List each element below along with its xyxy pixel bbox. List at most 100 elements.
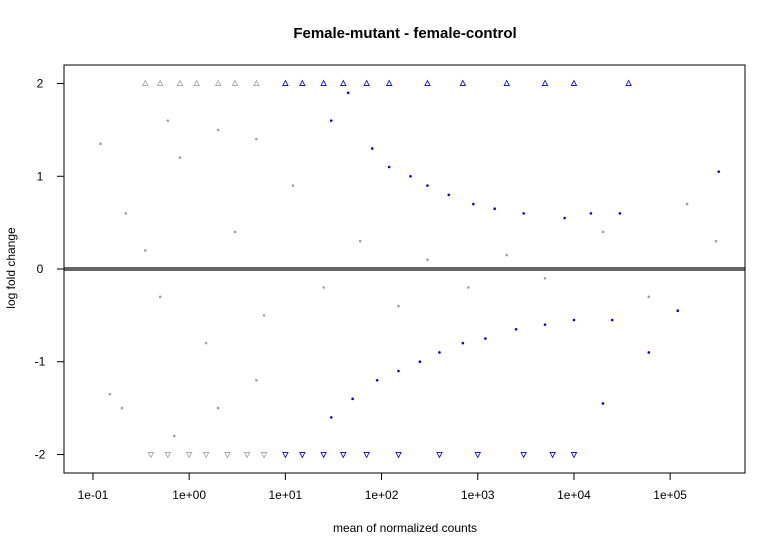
clipped-point-down	[436, 452, 443, 459]
clipped-point-up	[231, 79, 239, 86]
data-point	[409, 174, 412, 178]
data-point	[522, 212, 525, 215]
y-axis: -2 -1 0 1 2	[35, 77, 65, 461]
data-point	[329, 119, 333, 122]
y-tick-label: -2	[35, 447, 46, 461]
y-tick-label: 0	[37, 262, 44, 276]
data-point	[618, 212, 622, 215]
clipped-point-down	[282, 452, 289, 459]
clipped-point-up	[424, 79, 431, 86]
clipped-point-up	[503, 79, 510, 86]
data-point	[589, 212, 593, 215]
y-axis-label: log fold change	[4, 227, 18, 309]
data-point	[447, 193, 451, 197]
clipped-point-up	[541, 79, 549, 86]
clipped-point-down	[474, 452, 482, 459]
clipped-point-down	[202, 452, 210, 459]
data-point	[255, 137, 258, 141]
data-point	[124, 212, 128, 215]
clipped-point-down	[164, 452, 172, 459]
data-point	[543, 276, 547, 280]
data-point	[172, 434, 176, 438]
clipped-point-down	[299, 452, 306, 459]
data-point	[166, 119, 170, 122]
x-tick-label: 1e+00	[172, 488, 206, 502]
clipped-point-down	[320, 452, 327, 459]
clipped-point-up	[142, 79, 149, 86]
clipped-point-up	[253, 79, 260, 86]
data-point	[610, 318, 614, 322]
data-point	[158, 295, 162, 299]
data-point	[572, 318, 576, 322]
data-point	[426, 184, 429, 187]
data-point	[426, 258, 429, 262]
x-tick-label: 1e+01	[269, 488, 303, 502]
data-point	[255, 378, 258, 382]
data-point	[178, 156, 182, 160]
clipped-point-down	[224, 452, 231, 459]
x-tick-label: 1e-01	[78, 488, 109, 502]
clipped-point-up	[214, 79, 222, 86]
data-point	[493, 207, 496, 211]
data-point	[601, 230, 605, 234]
data-point	[563, 216, 566, 220]
data-point	[461, 341, 465, 345]
data-point	[216, 406, 220, 410]
data-point	[262, 314, 266, 317]
data-point	[370, 147, 374, 150]
clipped-point-up	[625, 79, 632, 86]
clipped-point-down	[395, 452, 402, 459]
data-point	[676, 309, 680, 313]
data-point	[543, 323, 547, 326]
x-axis-label: mean of normalized counts	[333, 521, 477, 535]
clipped-point-up	[176, 79, 184, 86]
data-point	[120, 406, 124, 410]
data-point	[375, 378, 379, 382]
data-point	[647, 295, 651, 299]
data-point	[322, 286, 325, 289]
x-axis: 1e-01 1e+00 1e+01 1e+02 1e+03 1e+04 1e+05	[78, 472, 687, 502]
x-tick-label: 1e+03	[461, 488, 495, 502]
clipped-point-down	[340, 452, 347, 459]
clipped-point-up	[570, 79, 578, 86]
data-point	[647, 351, 651, 354]
data-point	[505, 253, 509, 257]
data-point	[204, 341, 208, 345]
clipped-point-down	[243, 452, 251, 459]
y-tick-label: -1	[35, 355, 46, 369]
clipped-point-down	[520, 452, 527, 459]
x-tick-label: 1e+05	[653, 488, 687, 502]
data-point	[397, 304, 400, 308]
chart-title: Female-mutant - female-control	[293, 25, 516, 42]
data-point	[514, 327, 518, 331]
clipped-point-down	[185, 452, 193, 459]
data-point	[418, 360, 422, 364]
clipped-point-up	[320, 79, 327, 86]
data-point	[143, 249, 147, 252]
data-point	[397, 369, 400, 373]
clipped-point-up	[282, 79, 289, 86]
data-point	[601, 402, 605, 405]
data-point	[329, 416, 333, 419]
clipped-point-down	[147, 452, 155, 459]
clipped-point-up	[340, 79, 347, 86]
data-point	[717, 170, 721, 173]
data-point	[346, 91, 350, 95]
clipped-point-up	[299, 79, 306, 86]
data-point	[472, 202, 475, 206]
x-tick-label: 1e+02	[365, 488, 399, 502]
data-point	[108, 392, 112, 396]
x-tick-label: 1e+04	[557, 488, 591, 502]
data-point	[216, 128, 220, 132]
clipped-point-down	[260, 452, 268, 459]
clipped-point-up	[156, 79, 164, 86]
clipped-point-down	[363, 452, 370, 459]
clipped-point-up	[459, 79, 467, 86]
data-point	[351, 397, 354, 401]
y-tick-label: 1	[37, 169, 44, 183]
clipped-point-down	[549, 452, 556, 459]
data-point	[291, 184, 295, 187]
clipped-point-up	[193, 79, 201, 86]
data-point	[387, 165, 391, 169]
